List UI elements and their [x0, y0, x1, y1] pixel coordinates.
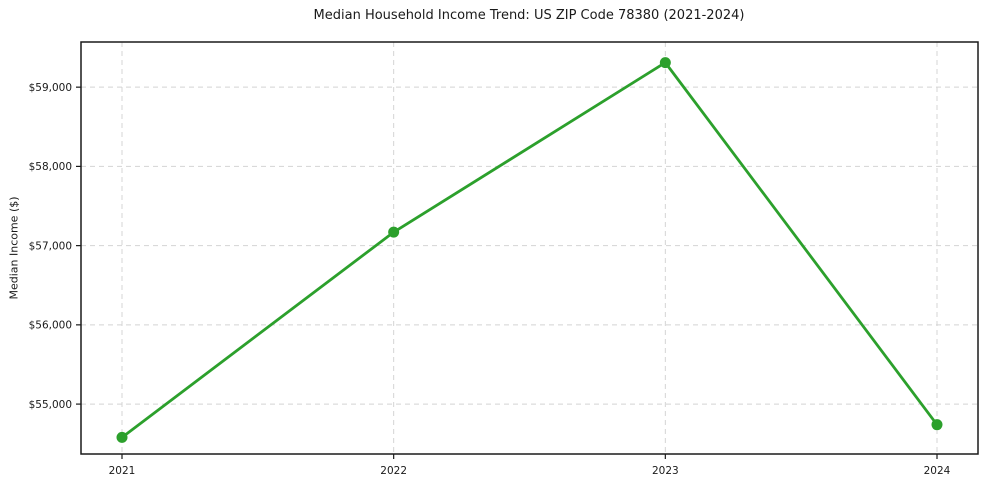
plot-border — [80, 41, 979, 455]
x-tick-label: 2022 — [380, 465, 407, 477]
y-tick-label: $57,000 — [29, 240, 72, 252]
chart-title: Median Household Income Trend: US ZIP Co… — [313, 8, 745, 23]
data-point-marker — [931, 419, 943, 431]
y-axis-label: Median Income ($) — [7, 196, 21, 300]
x-tick-label: 2024 — [924, 465, 951, 477]
data-point-marker — [388, 226, 400, 238]
y-tick-label: $58,000 — [29, 161, 72, 173]
x-tick-label: 2023 — [652, 465, 679, 477]
data-point-marker — [659, 57, 671, 69]
data-point-marker — [116, 431, 128, 443]
x-tick-label: 2021 — [109, 465, 136, 477]
y-tick-label: $59,000 — [29, 82, 72, 94]
y-tick-label: $56,000 — [29, 320, 72, 332]
series-line — [120, 61, 939, 439]
y-tick-label: $55,000 — [29, 399, 72, 411]
